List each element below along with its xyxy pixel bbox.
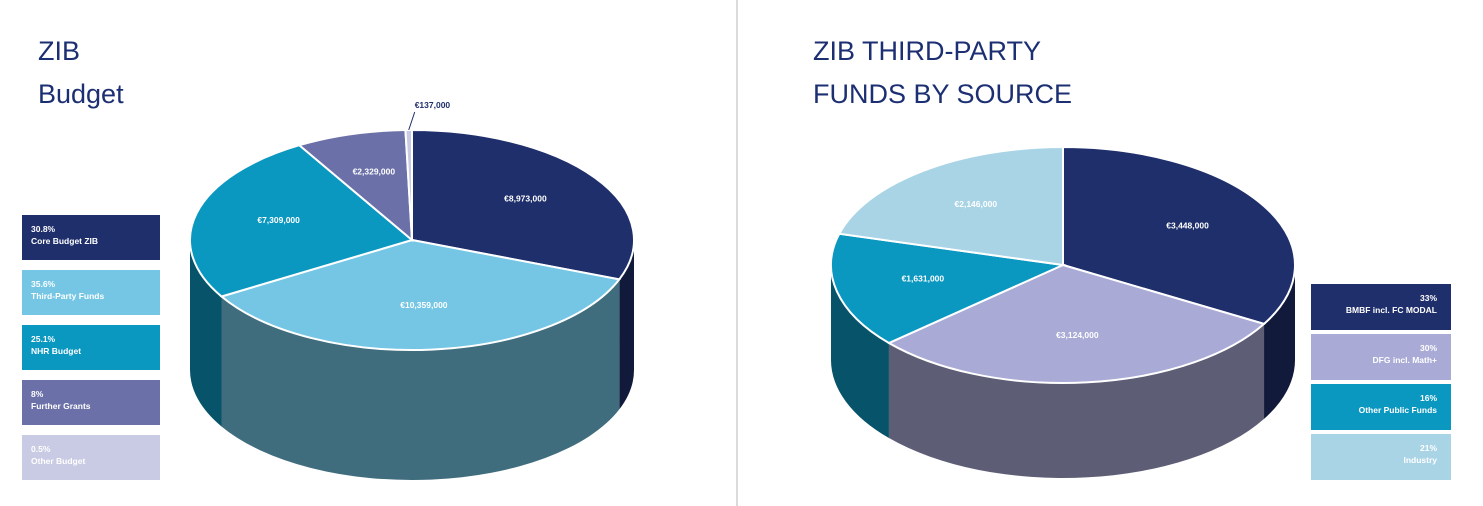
legend-swatch — [22, 435, 160, 480]
data-label: €137,000 — [415, 100, 451, 110]
legend-label: Third-Party Funds — [31, 291, 104, 301]
pie-slice — [886, 263, 1267, 384]
legend-swatch — [22, 270, 160, 315]
legend-swatch — [22, 215, 160, 260]
legend-share: 30% — [1420, 343, 1437, 353]
legend-label: Industry — [1403, 455, 1437, 465]
data-label: €8,973,000 — [504, 193, 547, 203]
chart-title: ZIB THIRD-PARTY — [813, 36, 1041, 66]
legend-share: 8% — [31, 389, 44, 399]
pie-slice — [189, 144, 415, 298]
legend-swatch — [22, 380, 160, 425]
pie-side — [1264, 265, 1295, 419]
legend-share: 0.5% — [31, 444, 51, 454]
legend-swatch — [1311, 384, 1451, 430]
legend-swatch — [1311, 334, 1451, 380]
pie-side — [619, 240, 634, 410]
legend-label: BMBF incl. FC MODAL — [1346, 305, 1437, 315]
legend-label: DFG incl. Math+ — [1373, 355, 1438, 365]
pie-side — [190, 240, 222, 427]
legend-label: Other Budget — [31, 456, 85, 466]
pie-side — [888, 323, 1265, 478]
chart-title: FUNDS BY SOURCE — [813, 79, 1072, 109]
legend-swatch — [1311, 284, 1451, 330]
leader-line — [408, 111, 416, 131]
legend-share: 25.1% — [31, 334, 56, 344]
legend-share: 30.8% — [31, 224, 56, 234]
chart-title: ZIB — [38, 36, 80, 66]
pie-slice — [837, 145, 1064, 267]
legend-label: Further Grants — [31, 401, 91, 411]
data-label: €10,359,000 — [400, 300, 448, 310]
pie-slice — [297, 129, 414, 243]
pie-side — [831, 265, 889, 439]
chart-title: Budget — [38, 79, 124, 109]
legend-swatch — [22, 325, 160, 370]
legend-share: 33% — [1420, 293, 1437, 303]
legend-share: 21% — [1420, 443, 1437, 453]
legend-label: NHR Budget — [31, 346, 81, 356]
data-label: €3,124,000 — [1056, 330, 1099, 340]
data-label: €2,146,000 — [955, 199, 998, 209]
pie-slice — [1062, 145, 1296, 326]
data-label: €2,329,000 — [353, 166, 396, 176]
legend-swatch — [1311, 434, 1451, 480]
data-label: €7,309,000 — [257, 215, 300, 225]
data-label: €1,631,000 — [902, 273, 945, 283]
pie-slice — [411, 128, 635, 281]
pie-slice — [830, 232, 1067, 345]
legend-label: Core Budget ZIB — [31, 236, 98, 246]
data-label: €3,448,000 — [1166, 220, 1209, 230]
legend-share: 16% — [1420, 393, 1437, 403]
legend-label: Other Public Funds — [1359, 405, 1438, 415]
legend-share: 35.6% — [31, 279, 56, 289]
pie-side — [221, 279, 620, 480]
